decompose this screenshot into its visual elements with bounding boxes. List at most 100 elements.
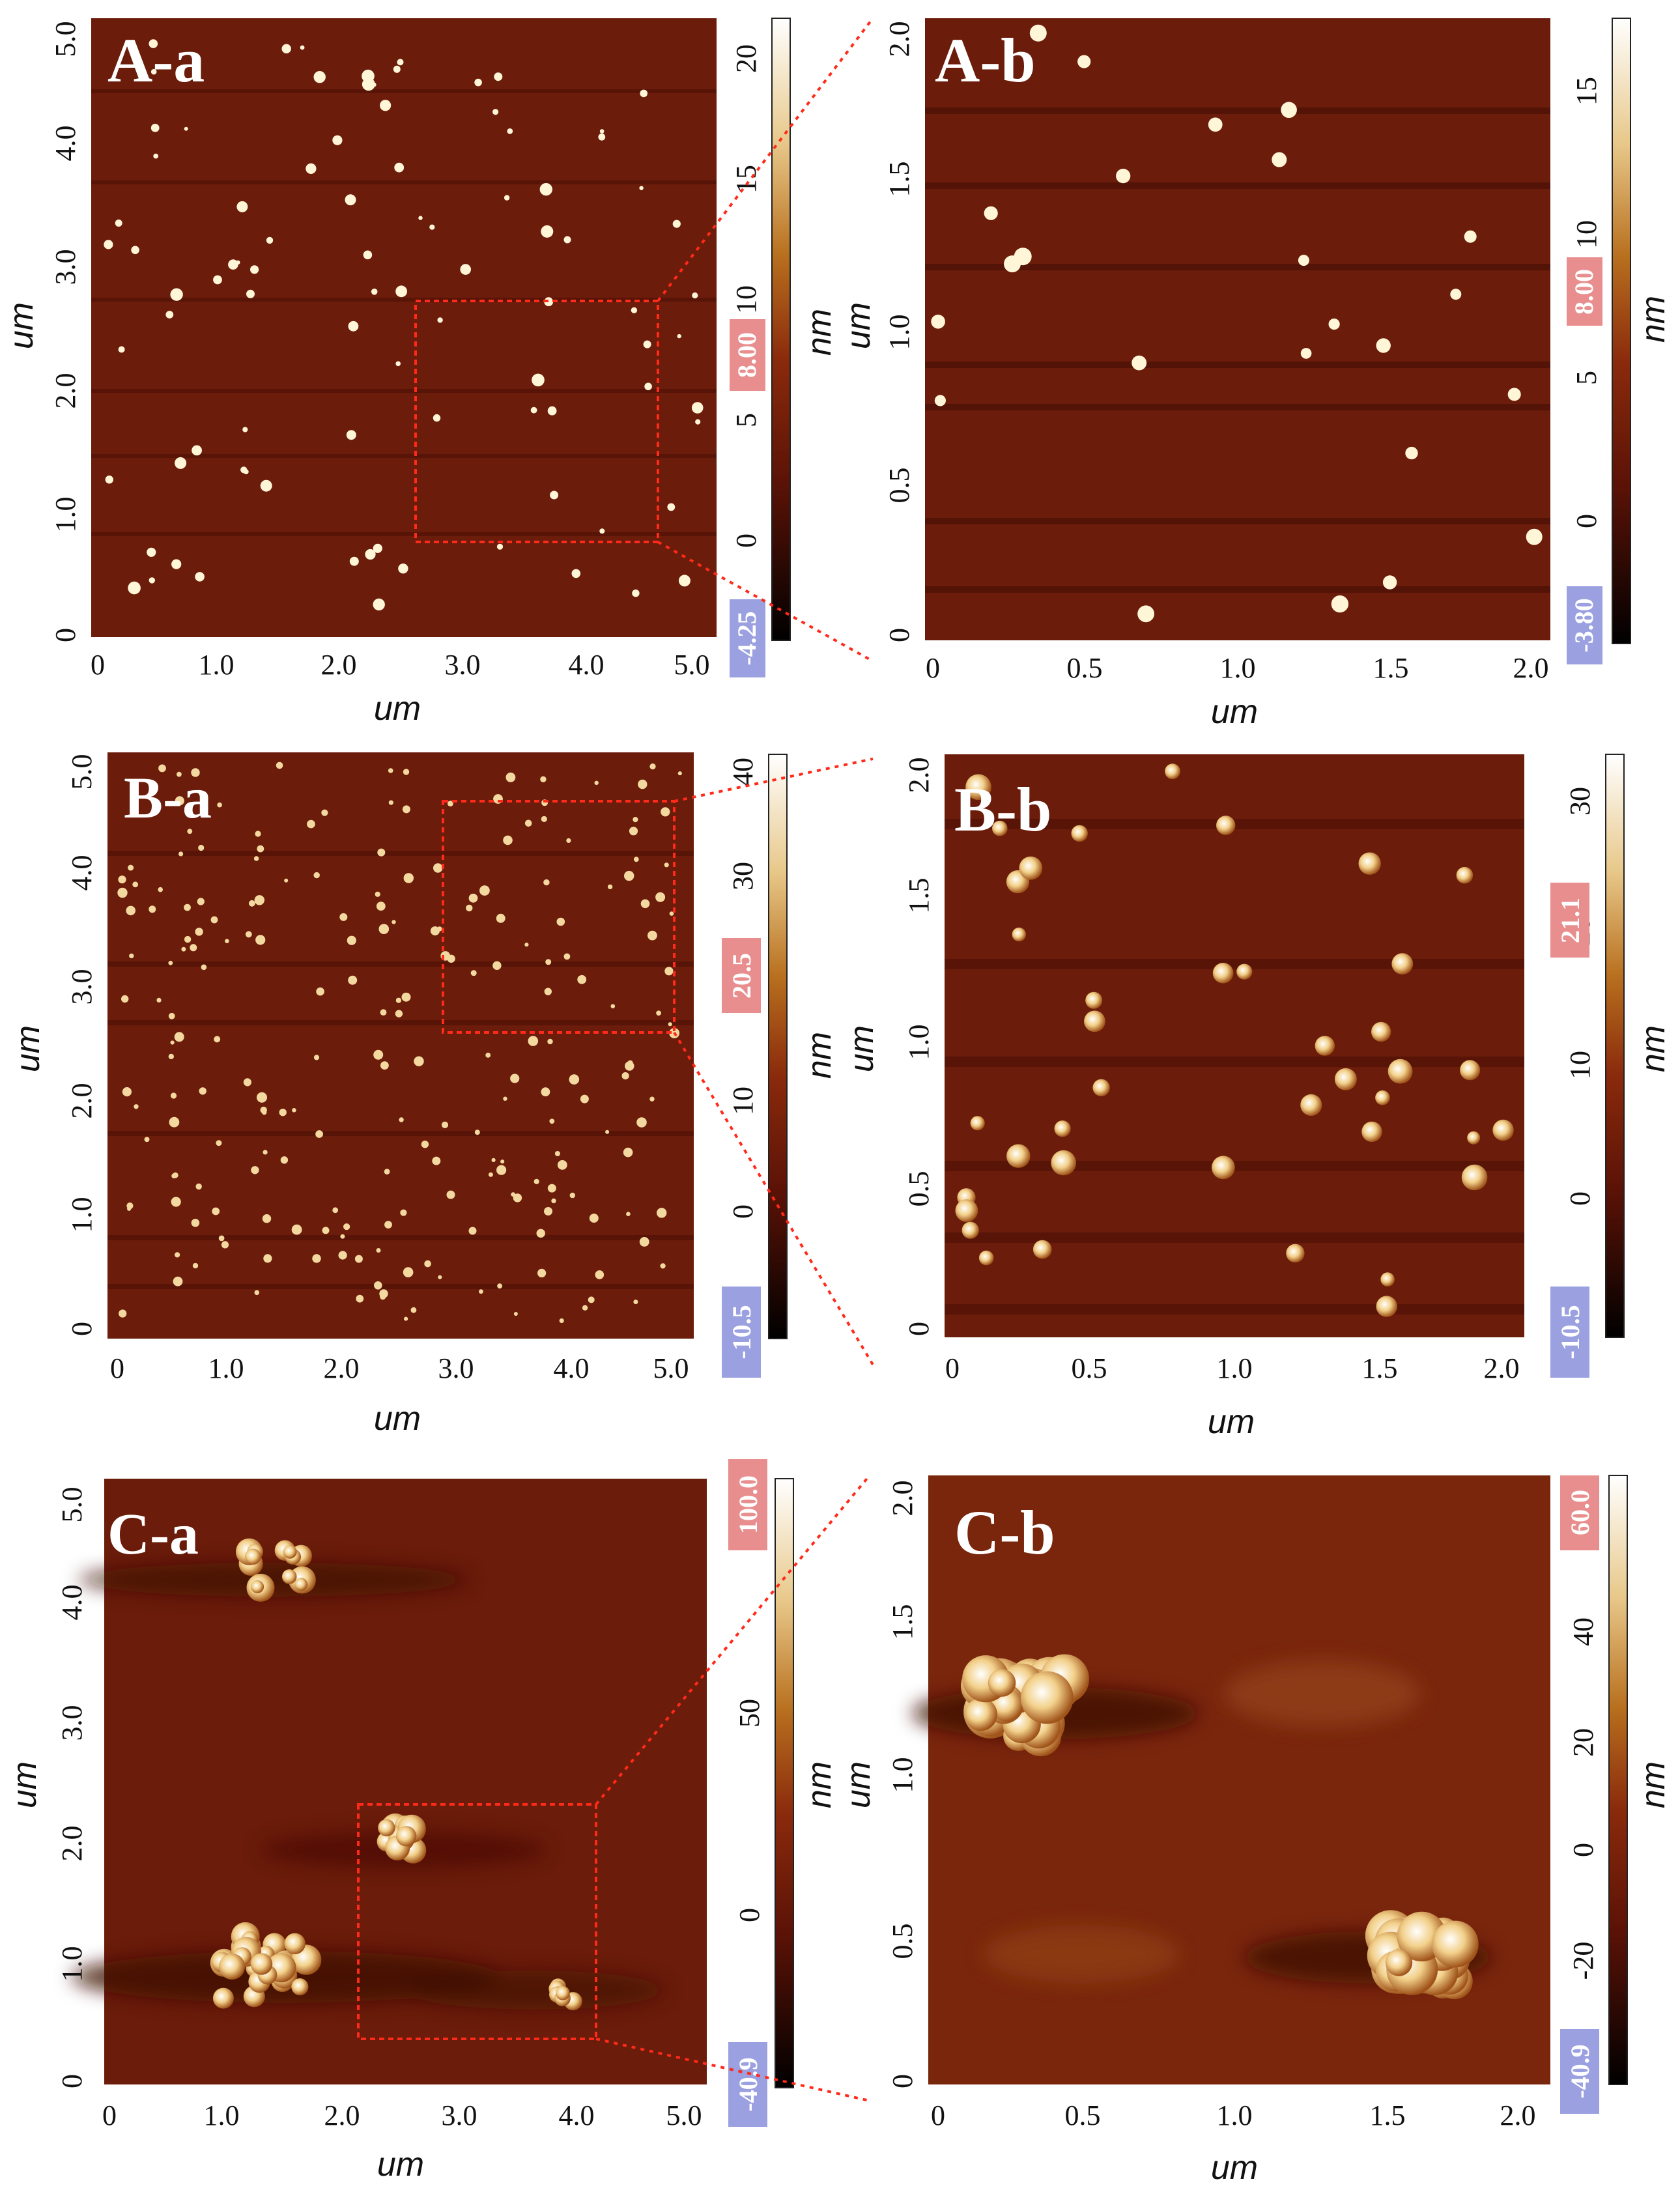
particle — [398, 563, 408, 574]
aggregates-C-a — [210, 1538, 582, 2011]
colorbar-min-badge — [730, 599, 765, 677]
particle — [582, 1305, 588, 1311]
particle — [541, 225, 554, 238]
particle — [649, 1096, 655, 1102]
particle — [656, 1010, 661, 1016]
aggregate-grain — [556, 1985, 570, 2000]
x-tick: 0 — [931, 2099, 945, 2131]
colorbar-tick: 0 — [1567, 1843, 1599, 1857]
y-tick: 1.5 — [883, 162, 915, 197]
particle — [171, 559, 182, 569]
afm-image-B-a — [107, 752, 694, 1339]
colorbar-A-a: 0 5 10 15 20 8.00 -4.25 nm — [730, 18, 838, 677]
particle — [153, 153, 159, 159]
x-tick: 0 — [102, 2099, 117, 2131]
colorbar-tick: 5 — [730, 413, 762, 427]
y-tick: 2.0 — [66, 1083, 98, 1119]
y-axis-title-A-b: um — [840, 302, 877, 349]
particle — [394, 162, 405, 173]
particles-A-a — [104, 39, 704, 611]
particle — [262, 1110, 267, 1115]
panel-C-a: C-a 0 1.0 2.0 3.0 4.0 5.0 um 0 1.0 2.0 3… — [6, 1459, 838, 2183]
particle — [245, 931, 252, 938]
particle — [187, 829, 193, 834]
particle — [414, 1056, 424, 1066]
particle — [1456, 866, 1474, 884]
particle — [633, 1300, 638, 1305]
particle — [171, 1197, 181, 1207]
particle — [1236, 963, 1253, 980]
particle — [543, 879, 550, 886]
y-tick: 2.0 — [50, 373, 81, 409]
particle — [173, 1276, 183, 1287]
particle — [243, 1078, 251, 1087]
particle — [479, 885, 490, 896]
panel-label-B-a: B-a — [124, 766, 212, 831]
particle — [307, 819, 315, 829]
x-ticks-B-b: 0 0.5 1.0 1.5 2.0 — [945, 1352, 1520, 1384]
x-tick: 3.0 — [438, 1352, 474, 1384]
particle — [1298, 255, 1309, 266]
particle — [198, 844, 205, 851]
panel-label-A-b: A-b — [935, 25, 1036, 95]
particle — [1461, 1164, 1488, 1191]
colorbar-max-label: 21.1 — [1556, 898, 1585, 943]
x-tick: 0 — [926, 652, 940, 684]
particle — [648, 930, 657, 941]
colorbar-unit: nm — [801, 1032, 838, 1079]
particle — [175, 1252, 180, 1258]
particle — [292, 1108, 296, 1113]
x-ticks-B-a: 0 1.0 2.0 3.0 4.0 5.0 — [110, 1352, 689, 1384]
colorbar-C-b: -20 0 20 40 60.0 -40.9 nm — [1560, 1475, 1672, 2114]
particle — [474, 1130, 480, 1135]
particle — [266, 236, 274, 244]
particle — [197, 898, 205, 905]
particle — [104, 240, 113, 249]
particle — [505, 773, 516, 782]
colorbar-min-badge — [1550, 1287, 1589, 1378]
particle — [1376, 338, 1391, 353]
particle — [955, 1199, 978, 1222]
particle — [569, 1192, 575, 1199]
particle — [170, 1040, 175, 1045]
particle — [375, 891, 380, 897]
particle — [178, 851, 184, 857]
colorbar-tick: 0 — [733, 1908, 765, 1922]
x-tick: 2.0 — [324, 2099, 360, 2131]
particle — [595, 1270, 605, 1279]
particle — [378, 924, 390, 934]
particle — [284, 878, 289, 883]
particle — [150, 124, 160, 132]
particle — [1358, 852, 1381, 875]
particle — [168, 1012, 175, 1019]
particle — [363, 250, 373, 260]
particle — [507, 128, 513, 134]
particle — [566, 838, 571, 843]
particle — [594, 780, 599, 786]
particle — [170, 288, 183, 301]
colorbar-tick: 5 — [1571, 371, 1602, 385]
x-tick: 1.0 — [208, 1352, 244, 1384]
particle — [557, 1160, 567, 1170]
particles-B-a — [117, 761, 682, 1324]
particle — [280, 1156, 289, 1164]
particle — [214, 1036, 221, 1043]
x-tick: 1.5 — [1362, 1352, 1398, 1384]
particle — [253, 856, 259, 861]
particle — [165, 311, 174, 319]
particle — [638, 779, 648, 789]
panel-A-a: A-a 0 1.0 2.0 3.0 4.0 5.0 um 0 1.0 2.0 3… — [3, 18, 838, 728]
particle — [210, 916, 218, 924]
particle — [541, 1087, 550, 1097]
colorbar-tick: 40 — [1567, 1617, 1599, 1646]
colorbar-unit: nm — [1634, 1025, 1672, 1072]
aggregate-grain — [395, 1826, 417, 1847]
particle — [1371, 1021, 1391, 1042]
particle — [1526, 528, 1543, 545]
particle — [221, 1241, 229, 1249]
y-tick: 3.0 — [66, 969, 98, 1005]
particle — [607, 884, 613, 890]
y-tick: 2.0 — [903, 758, 935, 793]
particle — [170, 1092, 177, 1099]
particle — [559, 1318, 564, 1324]
